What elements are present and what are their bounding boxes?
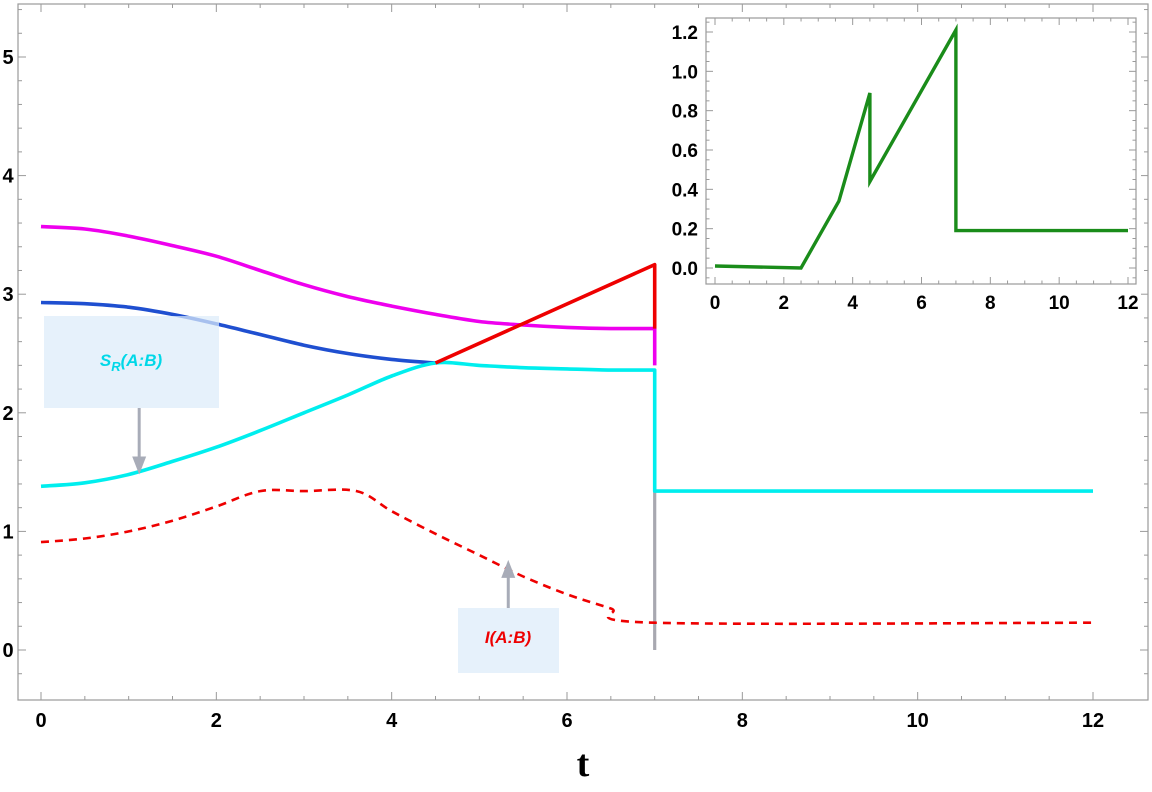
x-tick-label: 10 xyxy=(907,710,929,732)
inset-x-tick-label: 4 xyxy=(847,293,858,314)
series-line-2 xyxy=(40,360,1093,493)
y-tick-label: 3 xyxy=(2,284,13,306)
annotation-arrow-head xyxy=(132,456,147,475)
annotation-label: I(A:B) xyxy=(485,628,532,647)
annotation-box xyxy=(458,608,559,673)
main-plot-frame xyxy=(17,3,1149,701)
inset-axis-ticks xyxy=(706,18,1136,284)
y-tick-label: 5 xyxy=(2,47,13,69)
inset-series-line-0 xyxy=(714,23,1128,270)
y-tick-label: 1 xyxy=(2,521,13,543)
inset-y-tick-label: 1.0 xyxy=(672,62,698,83)
series-line-1 xyxy=(40,300,436,365)
inset-x-tick-label: 8 xyxy=(985,293,996,314)
inset-tick-labels: 0 2 4 6 8 10 12 0.0 0.2 0.4 0.6 0.8 1.0 1.2 xyxy=(672,23,1139,314)
y-tick-label: 2 xyxy=(2,403,13,425)
annotations-group: SR(A:B) I(A:B) xyxy=(44,316,559,673)
annotation-arrow-head xyxy=(501,559,516,578)
series-line-3 xyxy=(434,262,657,365)
main-series-group xyxy=(40,224,1094,650)
x-tick-label: 12 xyxy=(1082,710,1104,732)
series-line-4 xyxy=(40,488,1094,626)
inset-y-tick-label: 0.0 xyxy=(672,259,698,280)
annotation-label: SR(A:B) xyxy=(100,351,163,374)
y-tick-label: 4 xyxy=(2,166,14,188)
inset-x-tick-label: 6 xyxy=(916,293,927,314)
inset-y-tick-label: 0.6 xyxy=(672,141,698,162)
x-tick-label: 2 xyxy=(211,710,222,732)
inset-chart: 0 2 4 6 8 10 12 0.0 0.2 0.4 0.6 0.8 1.0 1.2 xyxy=(672,13,1141,319)
x-axis-title: t xyxy=(577,743,590,785)
inset-plot-frame xyxy=(701,13,1141,319)
inset-x-tick-label: 0 xyxy=(710,293,721,314)
inset-y-tick-label: 1.2 xyxy=(672,23,698,44)
main-frame-border xyxy=(17,3,1149,701)
inset-x-tick-label: 2 xyxy=(779,293,790,314)
x-tick-label: 8 xyxy=(737,710,748,732)
x-tick-label: 6 xyxy=(561,710,572,732)
inset-y-tick-label: 0.2 xyxy=(672,220,698,241)
inset-series-group xyxy=(714,23,1128,270)
x-tick-label: 4 xyxy=(386,710,398,732)
inset-y-tick-label: 0.8 xyxy=(672,102,698,123)
main-axis-ticks xyxy=(18,4,1148,700)
inset-x-tick-label: 10 xyxy=(1049,293,1070,314)
inset-frame-border xyxy=(705,17,1137,285)
y-tick-label: 0 xyxy=(2,640,13,662)
inset-x-tick-label: 12 xyxy=(1117,293,1138,314)
x-tick-label: 0 xyxy=(35,710,46,732)
annotation-box xyxy=(44,316,219,408)
inset-y-tick-label: 0.4 xyxy=(672,180,699,201)
